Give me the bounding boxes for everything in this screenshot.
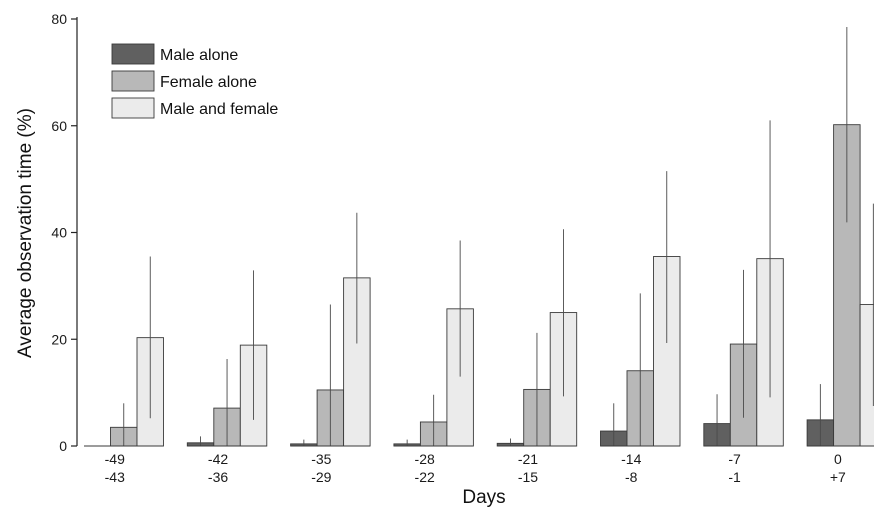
bar-group [703,120,784,447]
legend-label: Male alone [160,47,238,64]
legend-item: Male and female [111,97,278,119]
legend-label: Female alone [160,74,257,91]
y-axis: 0 20 40 60 80 [51,11,78,454]
x-tick-label-end: -15 [518,469,538,485]
legend: Male alone Female alone Male and female [111,43,278,119]
x-tick-label-start: -49 [105,451,125,467]
bar-group [290,212,371,447]
x-tick-label-end: -1 [728,469,741,485]
plot-area [84,27,874,447]
bar-group [806,27,874,447]
legend-label: Male and female [160,101,278,118]
x-tick-label-start: -42 [208,451,228,467]
y-tick-label: 80 [51,11,67,27]
x-tick-label-start: -21 [518,451,538,467]
x-tick-label-start: -14 [621,451,641,467]
bar [859,304,874,447]
legend-swatch [111,97,155,119]
x-axis: -49 -43 -42 -36 -35 -29 -28 -22 -21 -15 -14 -8 -7 -1 0… [105,451,846,485]
bar-group [393,240,474,447]
x-tick-label-start: 0 [834,451,842,467]
legend-item: Female alone [111,70,257,92]
x-axis-title: Days [462,487,505,508]
x-tick-label-end: -29 [311,469,331,485]
y-tick-label: 20 [51,331,67,347]
legend-item: Male alone [111,43,238,65]
x-tick-label-end: -8 [625,469,638,485]
x-tick-label-start: -35 [311,451,331,467]
legend-swatch [111,70,155,92]
bar-group [186,270,268,447]
bar-group [600,171,681,447]
x-tick-label-start: -28 [415,451,435,467]
bar-group [496,229,578,447]
bar-group [110,256,164,447]
y-tick-label: 0 [59,438,67,454]
y-tick-label: 40 [51,225,67,241]
x-tick-label-end: -36 [208,469,228,485]
y-tick-label: 60 [51,118,67,134]
x-tick-label-end: -43 [105,469,125,485]
x-tick-label-end: -22 [415,469,435,485]
legend-swatch [111,43,155,65]
x-tick-label-end: +7 [830,469,846,485]
x-tick-label-start: -7 [728,451,741,467]
y-axis-title: Average observation time (%) [15,108,36,358]
